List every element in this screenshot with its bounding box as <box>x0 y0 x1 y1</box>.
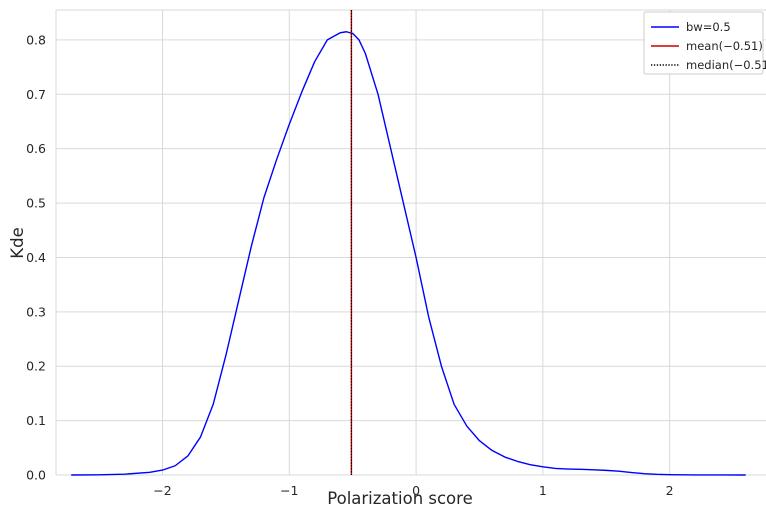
x-tick-label: 1 <box>539 483 547 498</box>
y-tick-label: 0.8 <box>26 32 46 47</box>
x-axis-label: Polarization score <box>327 489 472 508</box>
y-tick-label: 0.5 <box>26 196 46 211</box>
x-tick-label: 0 <box>412 483 420 498</box>
x-tick-label: −1 <box>280 483 298 498</box>
y-tick-label: 0.4 <box>26 250 46 265</box>
y-tick-label: 0.6 <box>26 141 46 156</box>
y-tick-label: 0.1 <box>26 413 46 428</box>
kde-curve <box>71 31 746 476</box>
y-axis-label: Kde <box>8 227 27 258</box>
series-layer <box>71 10 746 476</box>
y-tick-label: 0.0 <box>26 468 46 483</box>
x-tick-label: 2 <box>666 483 674 498</box>
legend-label: median(−0.51) <box>686 58 766 72</box>
y-tick-label: 0.3 <box>26 304 46 319</box>
y-tick-label: 0.7 <box>26 87 46 102</box>
x-tick-label: −2 <box>153 483 171 498</box>
x-tick-labels: −2 −1 0 1 2 <box>153 483 673 498</box>
y-tick-labels: 0.0 0.1 0.2 0.3 0.4 0.5 0.6 0.7 0.8 <box>26 32 46 482</box>
legend: bw=0.5 mean(−0.51) median(−0.51) <box>643 11 766 75</box>
legend-label: bw=0.5 <box>686 20 731 34</box>
grid-lines <box>55 9 766 476</box>
y-tick-label: 0.2 <box>26 359 46 374</box>
legend-label: mean(−0.51) <box>686 39 763 53</box>
